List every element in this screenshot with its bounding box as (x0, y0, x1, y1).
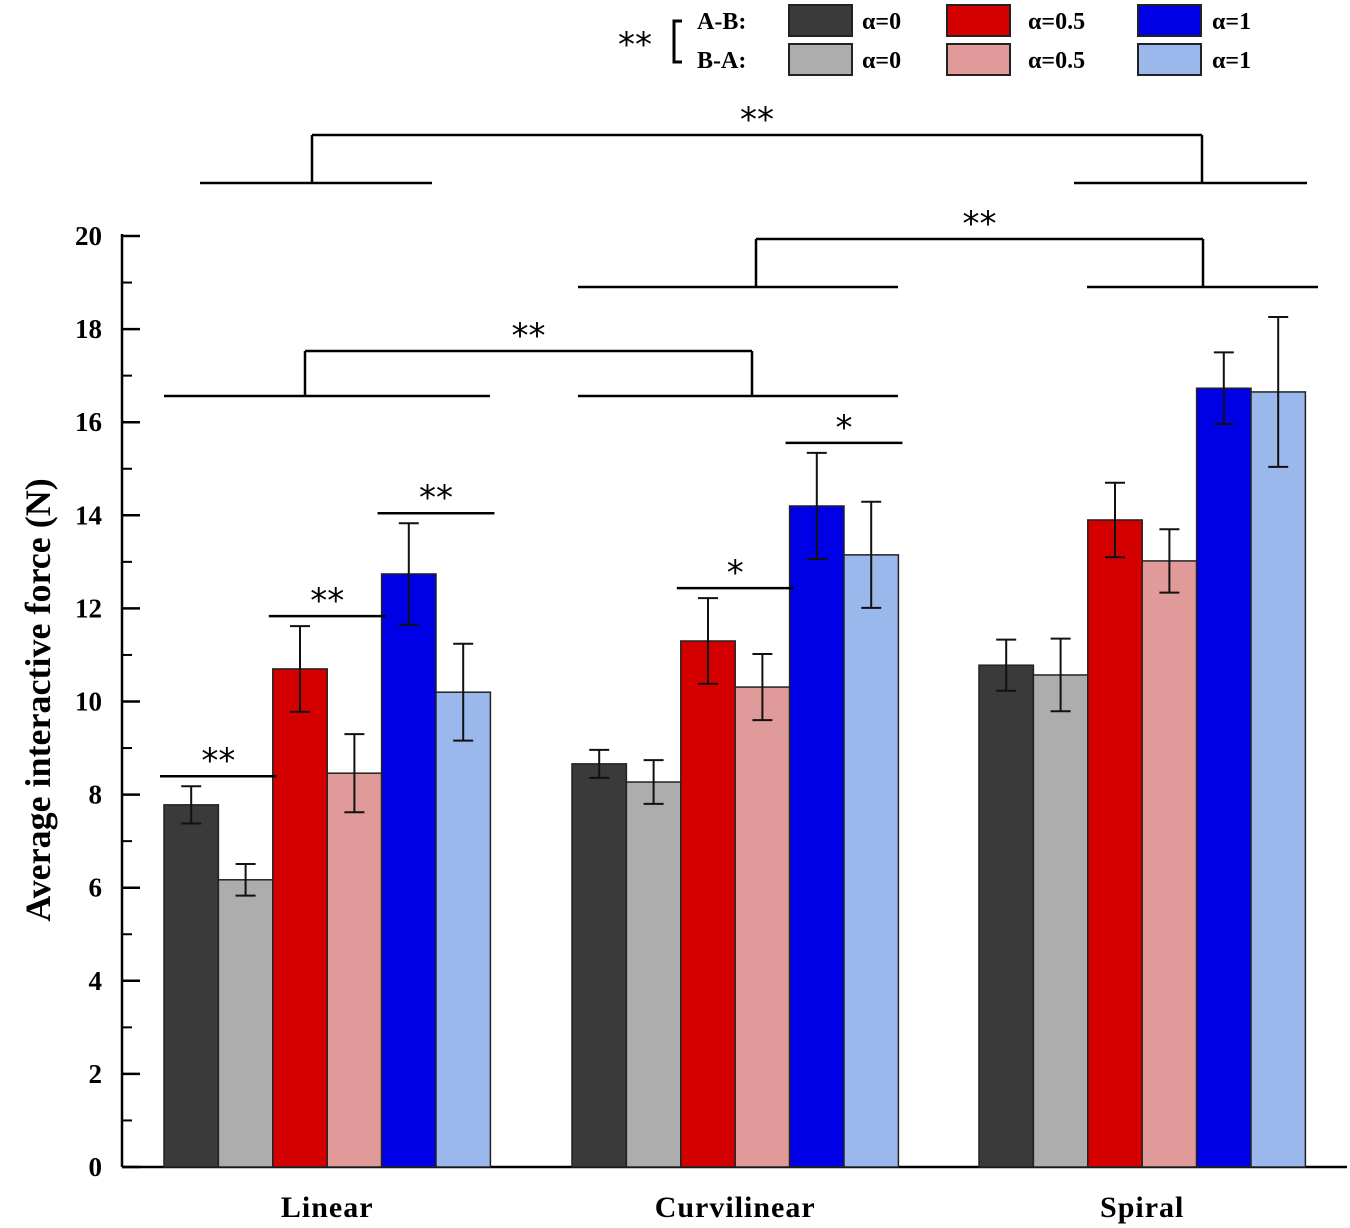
legend-row-label: A-B: (697, 9, 746, 35)
significance-label: ** (512, 316, 546, 356)
bar (435, 691, 492, 1168)
legend-entry-label: α=0 (862, 9, 901, 35)
legend-entry-label: α=1 (1212, 9, 1251, 35)
y-tick-label: 2 (89, 1059, 103, 1089)
significance-label: ** (740, 100, 774, 140)
x-category-label: Curvilinear (655, 1191, 816, 1224)
legend-row-label: B-A: (697, 48, 746, 74)
legend-swatch (1137, 43, 1202, 76)
significance-label: ** (310, 581, 344, 621)
bar (1087, 519, 1143, 1168)
y-tick-label: 10 (75, 687, 102, 717)
significance-label: * (836, 408, 853, 448)
significance-label: ** (963, 204, 997, 244)
legend-entry-label: α=0 (862, 48, 901, 74)
y-tick-label: 18 (75, 314, 102, 344)
legend-swatch (946, 43, 1011, 76)
x-category-label: Spiral (1100, 1191, 1184, 1224)
y-tick-label: 12 (75, 593, 102, 623)
bar (1195, 387, 1252, 1168)
y-tick-label: 4 (89, 966, 103, 996)
bar (625, 781, 682, 1168)
significance-annotations: ************** (160, 100, 1318, 781)
significance-label: * (727, 553, 744, 593)
bar (843, 554, 900, 1168)
bars (163, 315, 1307, 1168)
legend-swatch (946, 4, 1011, 37)
bar (978, 664, 1035, 1168)
bar (571, 763, 628, 1168)
significance-label: ** (419, 478, 453, 518)
bar (272, 668, 328, 1168)
bar (1032, 674, 1089, 1168)
legend-bracket (672, 19, 682, 64)
y-tick-label: 20 (75, 221, 102, 251)
legend-entry-label: α=0.5 (1028, 9, 1085, 35)
y-axis-label: Average interactive force (N) (18, 478, 58, 921)
bar (380, 573, 437, 1168)
y-tick-label: 0 (89, 1152, 103, 1182)
legend-swatch (788, 4, 853, 37)
legend: ** A-B: α=0 α=0.5 α=1 B-A: α=0 α=0.5 α=1 (618, 4, 1251, 76)
y-tick-label: 6 (89, 873, 103, 903)
legend-group-marker: ** (618, 25, 652, 65)
bar (163, 804, 220, 1168)
y-tick-label: 8 (89, 780, 103, 810)
y-tick-label: 14 (75, 500, 102, 530)
legend-entry-label: α=1 (1212, 48, 1251, 74)
significance-label: ** (201, 741, 235, 781)
legend-swatch (788, 43, 853, 76)
legend-swatch (1137, 4, 1202, 37)
bar (734, 686, 791, 1168)
x-category-label: Linear (281, 1191, 374, 1224)
legend-entry-label: α=0.5 (1028, 48, 1085, 74)
axes: 0 2 4 6 8 10 12 14 16 18 20 Linear Curvilinear Spiral (75, 221, 1347, 1224)
bar (1250, 391, 1307, 1168)
bar (326, 772, 383, 1168)
bar (680, 640, 736, 1168)
bar (788, 505, 845, 1168)
bar (1141, 560, 1198, 1168)
y-tick-label: 16 (75, 407, 102, 437)
bar (217, 879, 274, 1168)
